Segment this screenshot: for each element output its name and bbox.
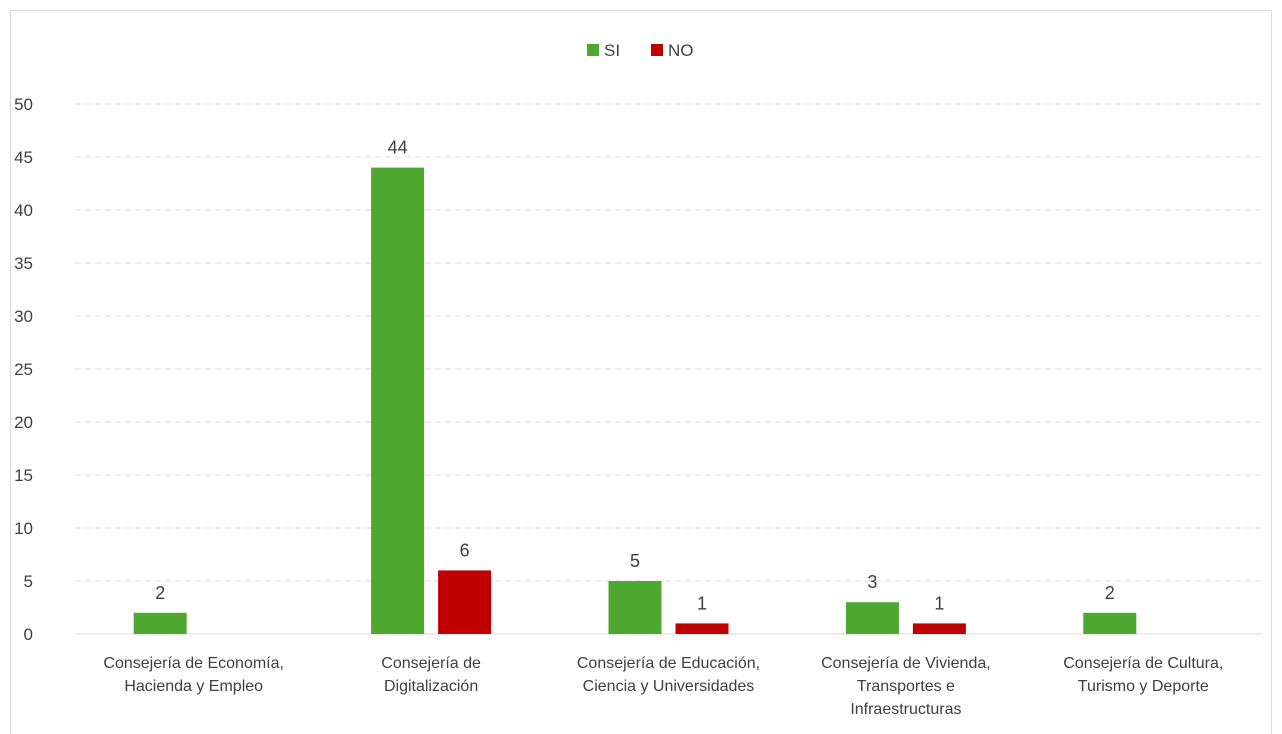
legend-swatch-si xyxy=(587,44,599,56)
x-category-label: Digitalización xyxy=(384,678,478,695)
y-tick-label: 30 xyxy=(14,307,33,326)
bar-si xyxy=(845,602,899,634)
data-label: 5 xyxy=(630,551,640,571)
y-tick-label: 50 xyxy=(14,95,33,114)
data-label: 3 xyxy=(867,572,877,592)
y-tick-label: 0 xyxy=(24,625,33,644)
y-tick-label: 45 xyxy=(14,148,33,167)
y-tick-label: 10 xyxy=(14,519,33,538)
bar-no xyxy=(675,623,729,634)
legend-label-si: SI xyxy=(604,41,620,60)
x-category-label: Transportes e xyxy=(857,678,955,695)
bar-si xyxy=(608,581,662,634)
x-category-label: Consejería de xyxy=(381,655,481,672)
legend-label-no: NO xyxy=(668,41,694,60)
data-label: 1 xyxy=(697,593,707,613)
bar-si xyxy=(133,612,187,634)
y-tick-label: 15 xyxy=(14,466,33,485)
x-category-label: Turismo y Deporte xyxy=(1078,678,1209,695)
legend-swatch-no xyxy=(651,44,663,56)
y-tick-label: 5 xyxy=(24,572,33,591)
data-label: 2 xyxy=(155,583,165,603)
data-label: 1 xyxy=(934,593,944,613)
x-category-label: Consejería de Educación, xyxy=(577,655,760,672)
x-category-label: Ciencia y Universidades xyxy=(583,678,755,695)
bar-si xyxy=(371,167,425,634)
y-tick-label: 35 xyxy=(14,254,33,273)
x-category-label: Consejería de Economía, xyxy=(103,655,284,672)
y-tick-label: 25 xyxy=(14,360,33,379)
x-category-label: Hacienda y Empleo xyxy=(124,678,263,695)
bar-si xyxy=(1083,612,1137,634)
x-category-label: Consejería de Cultura, xyxy=(1063,655,1223,672)
data-label: 44 xyxy=(388,138,408,158)
y-tick-label: 40 xyxy=(14,201,33,220)
y-tick-label: 20 xyxy=(14,413,33,432)
data-label: 6 xyxy=(460,540,470,560)
x-category-label: Infraestructuras xyxy=(850,701,961,718)
bar-no xyxy=(438,570,492,634)
data-label: 2 xyxy=(1105,583,1115,603)
x-category-label: Consejería de Vivienda, xyxy=(821,655,991,672)
bar-no xyxy=(912,623,966,634)
